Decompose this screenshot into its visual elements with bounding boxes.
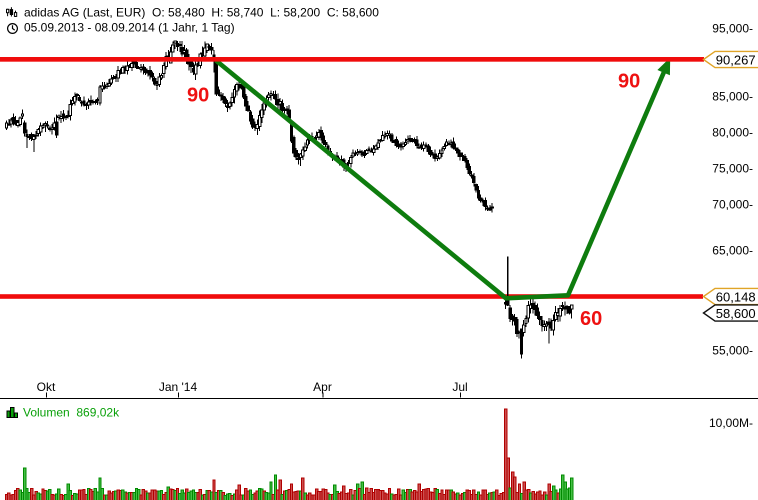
svg-text:90,267: 90,267 xyxy=(716,52,756,67)
svg-text:Jul: Jul xyxy=(452,380,467,394)
svg-text:90: 90 xyxy=(187,84,209,106)
svg-text:65,000-: 65,000- xyxy=(712,244,753,258)
svg-text:75,000-: 75,000- xyxy=(712,162,753,176)
svg-text:Apr: Apr xyxy=(313,380,332,394)
svg-text:adidas AG (Last, EUR) O: 58,4: adidas AG (Last, EUR) O: 58,480 H: 58,74… xyxy=(24,6,379,20)
svg-text:55,000-: 55,000- xyxy=(712,343,753,357)
svg-text:60: 60 xyxy=(580,308,602,330)
svg-text:Okt: Okt xyxy=(37,380,56,394)
svg-text:70,000-: 70,000- xyxy=(712,197,753,211)
svg-text:Jan '14: Jan '14 xyxy=(159,380,198,394)
svg-text:Volumen 869,02k: Volumen 869,02k xyxy=(23,406,120,420)
svg-text:85,000-: 85,000- xyxy=(712,90,753,104)
svg-text:90: 90 xyxy=(618,70,640,92)
svg-text:58,600: 58,600 xyxy=(716,306,756,321)
svg-text:60,148: 60,148 xyxy=(716,289,756,304)
svg-text:05.09.2013 - 08.09.2014 (1 Jah: 05.09.2013 - 08.09.2014 (1 Jahr, 1 Tag) xyxy=(24,21,235,35)
svg-text:95,000-: 95,000- xyxy=(712,22,753,36)
svg-text:10,00M-: 10,00M- xyxy=(709,416,753,430)
svg-text:80,000-: 80,000- xyxy=(712,126,753,140)
